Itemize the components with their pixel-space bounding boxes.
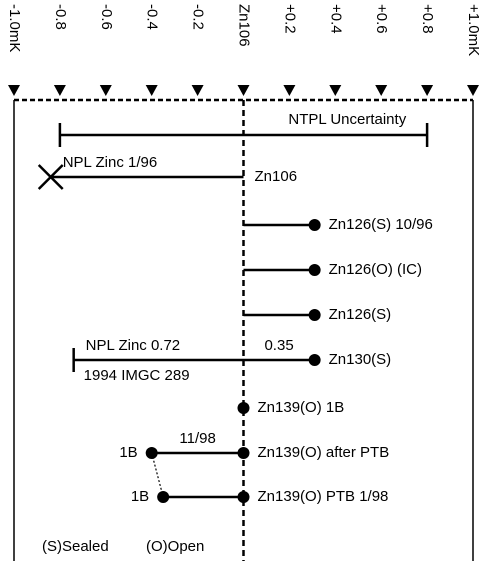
- tick-mark: [375, 85, 388, 96]
- note: NPL Zinc 0.72: [86, 337, 181, 354]
- x-tick-label: +0.6: [373, 4, 390, 34]
- x-marker: [37, 164, 64, 190]
- row-label: Zn139(O) 1B: [258, 399, 345, 416]
- x-tick-label: +0.4: [327, 4, 344, 34]
- x-tick-label: -0.8: [52, 4, 69, 30]
- row-label: Zn139(O) PTB 1/98: [258, 488, 389, 505]
- tick-mark: [8, 85, 20, 96]
- tick-mark: [191, 85, 204, 96]
- row-label: Zn130(S): [329, 351, 392, 368]
- tick-mark: [145, 85, 158, 96]
- tick-mark: [237, 85, 250, 96]
- x-tick-label: -0.2: [190, 4, 207, 30]
- tick-mark: [283, 85, 296, 96]
- dot-marker: [308, 354, 321, 366]
- tick-mark: [99, 85, 112, 96]
- row-label: Zn126(S): [329, 306, 392, 323]
- x-tick-label: +1.0mK: [465, 4, 481, 56]
- x-tick-label: Zn106: [236, 4, 253, 47]
- dot-marker: [308, 219, 321, 231]
- tick-mark: [421, 85, 434, 96]
- x-tick-label: -0.6: [98, 4, 115, 30]
- row-label: NTPL Uncertainty: [288, 111, 406, 128]
- x-tick-label: +0.8: [419, 4, 436, 34]
- tick-mark: [467, 85, 479, 96]
- end-label: 1B: [131, 488, 149, 505]
- x-tick-label: -0.4: [144, 4, 161, 30]
- tick-mark: [53, 85, 66, 96]
- row-label: Zn126(S) 10/96: [329, 216, 433, 233]
- legend-text: (S)Sealed: [42, 538, 109, 555]
- end-label: 1B: [119, 444, 137, 461]
- legend-text: (O)Open: [146, 538, 204, 555]
- x-tick-label: +0.2: [281, 4, 298, 34]
- x-tick-label: -1.0mK: [6, 4, 23, 52]
- tick-mark: [329, 85, 342, 96]
- connector: [151, 452, 164, 498]
- dot-marker: [237, 402, 250, 414]
- note: 0.35: [264, 337, 293, 354]
- note: 11/98: [179, 430, 215, 447]
- dot-marker: [237, 491, 250, 503]
- note: NPL Zinc 1/96: [63, 154, 158, 171]
- row-label: Zn106: [255, 168, 298, 185]
- dot-marker: [308, 309, 321, 321]
- row-label: Zn139(O) after PTB: [258, 444, 390, 461]
- note: 1994 IMGC 289: [84, 367, 190, 384]
- dot-marker: [237, 447, 250, 459]
- row-label: Zn126(O) (IC): [329, 261, 422, 278]
- dot-marker: [308, 264, 321, 276]
